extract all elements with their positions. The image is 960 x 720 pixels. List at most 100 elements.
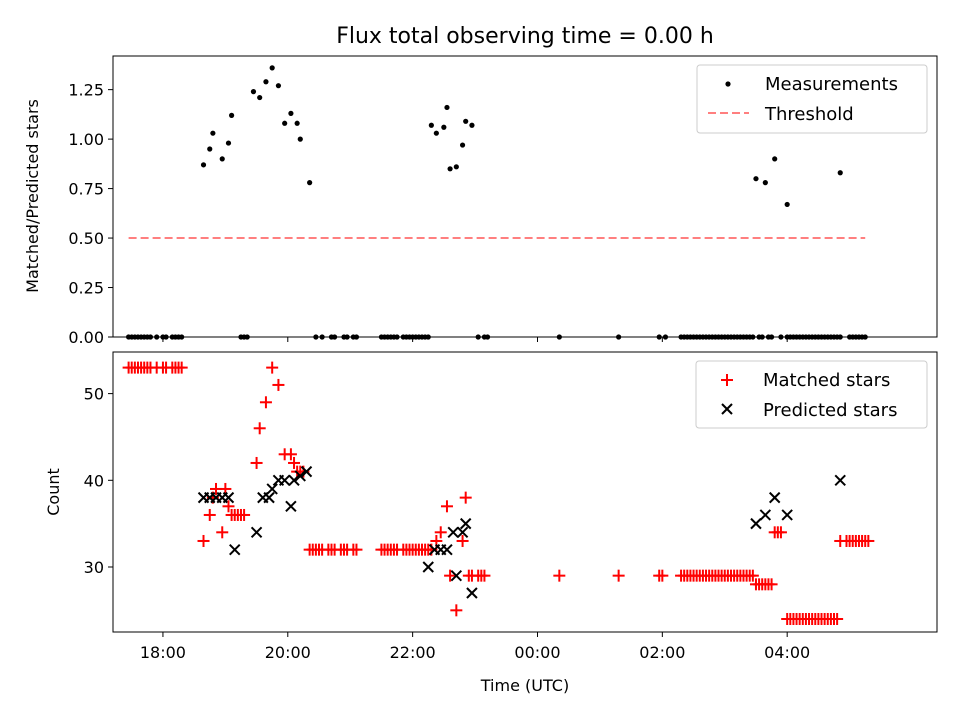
measurement-point — [662, 334, 669, 340]
measurement-point — [225, 140, 232, 146]
measurement-point — [307, 180, 313, 186]
measurement-point — [444, 104, 450, 111]
measurement-point — [759, 334, 765, 340]
top-panel: 0.00 0.25 0.50 0.75 1.00 1.25 Matched/Predict… — [23, 55, 938, 347]
matched-star-point — [440, 500, 453, 513]
measurement-point — [768, 334, 775, 340]
measurement-point — [269, 65, 275, 71]
predicted-star-point — [288, 474, 300, 487]
measurement-point — [837, 170, 843, 176]
measurement-point — [244, 334, 250, 340]
predicted-star-point — [222, 491, 235, 504]
measurement-point — [762, 180, 768, 186]
measurement-point — [263, 79, 269, 85]
matched-star-point — [350, 543, 363, 556]
top-legend: Measurements Threshold — [696, 64, 928, 134]
measurement-point — [163, 334, 169, 340]
x-axis-label: Time (UTC) — [480, 676, 569, 695]
measurement-point — [447, 166, 453, 172]
bottom-y-tick-label: 50 — [84, 385, 104, 404]
matched-star-point — [774, 526, 787, 539]
legend-measurements-label: Measurements — [765, 74, 898, 95]
matched-star-point — [444, 569, 457, 582]
measurement-point — [616, 334, 622, 340]
legend-measurement-marker — [725, 81, 731, 87]
matched-star-point — [250, 456, 263, 469]
predicted-star-point — [466, 587, 478, 599]
bottom-legend: Matched stars Predicted stars — [695, 360, 928, 429]
matched-star-point — [222, 500, 235, 513]
bottom-x-tick-label: 20:00 — [265, 643, 311, 662]
top-y-tick-label: 0.25 — [68, 279, 104, 298]
matched-star-point — [459, 491, 472, 504]
matched-star-point — [746, 569, 759, 582]
measurement-point — [656, 334, 662, 340]
predicted-star-point — [459, 517, 472, 530]
measurement-point — [344, 334, 350, 340]
top-y-ticks: 0.00 0.25 0.50 0.75 1.00 1.25 — [68, 81, 113, 347]
predicted-star-point — [229, 543, 241, 556]
measurement-point — [484, 334, 491, 340]
matched-star-point — [478, 569, 491, 582]
measurement-point — [459, 142, 466, 148]
measurement-point — [433, 130, 439, 136]
predicted-star-point — [456, 526, 469, 539]
top-axes-frame — [112, 55, 938, 338]
measurement-point — [463, 118, 469, 124]
measurement-point — [200, 162, 207, 168]
predicted-star-point — [285, 500, 297, 513]
matched-star-point — [450, 604, 463, 617]
measurement-point — [556, 334, 562, 340]
matched-star-point — [197, 534, 210, 547]
legend-threshold-label: Threshold — [764, 104, 854, 125]
predicted-stars-layer — [197, 465, 846, 599]
bottom-x-tick-label: 18:00 — [140, 643, 186, 662]
measurement-point — [784, 201, 790, 208]
top-y-tick-label: 0.50 — [68, 229, 104, 248]
measurement-point — [250, 89, 257, 95]
bottom-x-tick-label: 02:00 — [639, 643, 685, 662]
measurement-point — [778, 334, 784, 340]
bottom-y-ticks: 30 40 50 — [84, 385, 113, 577]
measurement-point — [469, 122, 475, 128]
predicted-star-point — [263, 491, 275, 504]
matched-star-point — [288, 456, 301, 469]
measurement-point — [319, 334, 325, 340]
matched-star-point — [284, 448, 297, 461]
measurement-point — [394, 334, 400, 340]
measurement-point — [282, 120, 288, 126]
measurement-point — [147, 334, 154, 340]
matched-star-point — [434, 526, 447, 539]
bottom-x-tick-label: 22:00 — [390, 643, 436, 662]
matched-stars-layer — [122, 361, 875, 625]
measurement-point — [332, 334, 338, 340]
measurement-point — [294, 120, 300, 126]
matched-star-point — [203, 508, 216, 521]
predicted-star-point — [278, 474, 291, 487]
bottom-x-tick-label: 00:00 — [514, 643, 560, 662]
predicted-star-point — [266, 483, 278, 495]
top-y-tick-label: 0.75 — [68, 180, 104, 199]
bottom-panel: 30 40 50 18:00 20:00 22:00 00:00 02:00 04:00 Co… — [44, 351, 938, 695]
matched-star-point — [216, 526, 229, 539]
top-x-ticks — [162, 337, 788, 342]
measurement-point — [753, 176, 759, 182]
measurement-point — [229, 112, 235, 118]
measurement-point — [441, 124, 447, 130]
bottom-y-axis-label: Count — [44, 468, 63, 516]
measurement-point — [275, 83, 282, 89]
bottom-x-tick-label: 04:00 — [764, 643, 810, 662]
matched-star-point — [656, 569, 669, 582]
predicted-star-point — [441, 543, 453, 556]
top-y-axis-label: Matched/Predicted stars — [23, 99, 42, 293]
bottom-axes-frame — [112, 351, 938, 633]
measurement-point — [297, 136, 303, 142]
bottom-legend-frame — [695, 360, 928, 429]
top-y-tick-label: 0.00 — [68, 328, 104, 347]
bottom-y-tick-label: 40 — [84, 471, 104, 490]
measurement-points-layer — [126, 65, 868, 340]
predicted-star-point — [294, 470, 306, 482]
top-y-tick-label: 1.25 — [68, 81, 104, 100]
matched-star-point — [253, 422, 266, 435]
